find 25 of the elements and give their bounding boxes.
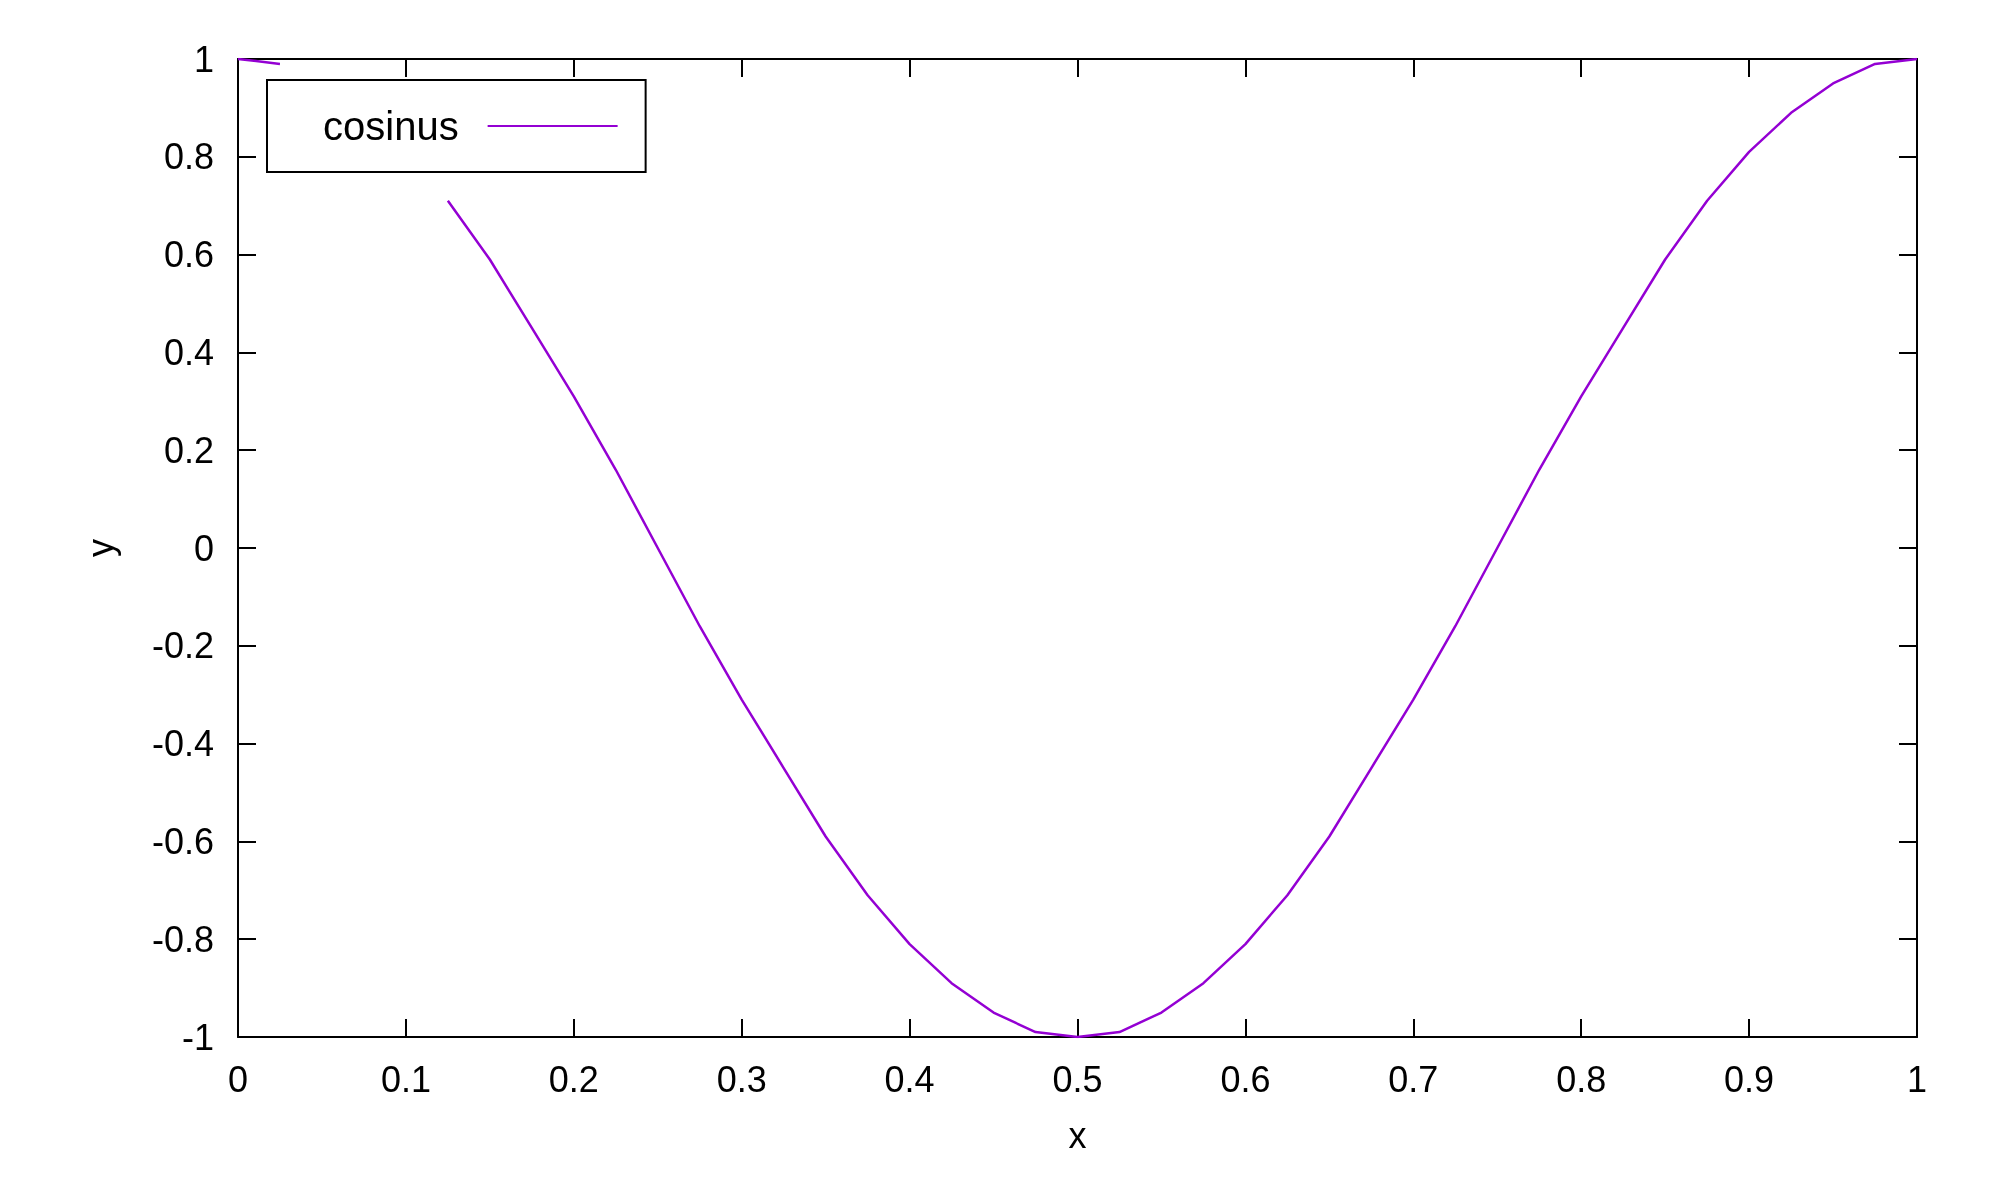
y-tick-label: -0.8	[151, 918, 214, 960]
y-tick-label: 0.8	[163, 136, 214, 178]
y-tick-label: -0.2	[151, 625, 214, 667]
x-tick-label: 0.2	[548, 1058, 599, 1100]
x-tick-label: 0.8	[1556, 1058, 1607, 1100]
y-tick-label: 0.6	[163, 234, 214, 276]
x-tick-label: 0.9	[1724, 1058, 1775, 1100]
x-tick-label: 0.5	[1052, 1058, 1103, 1100]
x-tick-label: 1	[1906, 1058, 1928, 1100]
x-tick-label: 0.4	[884, 1058, 935, 1100]
x-tick-label: 0.1	[380, 1058, 431, 1100]
x-tick-label: 0.7	[1388, 1058, 1439, 1100]
x-tick-label: 0	[227, 1058, 249, 1100]
x-tick-label: 0.3	[716, 1058, 767, 1100]
y-tick-label: 0	[193, 527, 214, 569]
y-axis-title: y	[79, 539, 121, 557]
y-tick-label: 0.2	[163, 429, 214, 471]
y-tick-label: 1	[193, 38, 214, 80]
y-tick-label: -0.4	[151, 723, 214, 765]
y-tick-label: -0.6	[151, 820, 214, 862]
y-tick-label: 0.4	[163, 331, 214, 373]
x-axis-title: x	[1068, 1114, 1087, 1156]
x-tick-label: 0.6	[1220, 1058, 1271, 1100]
y-tick-label: -1	[181, 1016, 214, 1058]
legend-label: cosinus	[323, 104, 459, 148]
